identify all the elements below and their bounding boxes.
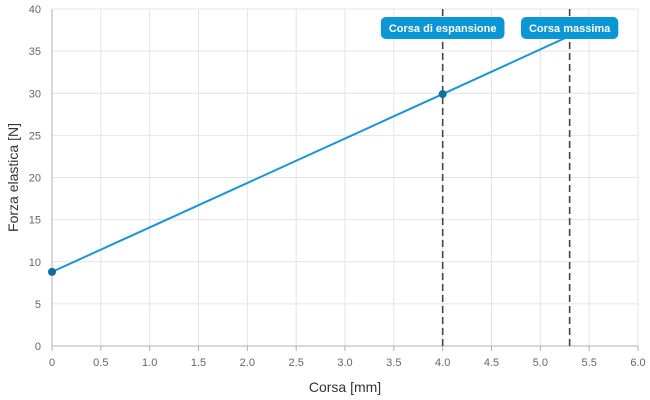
x-tick-label: 6.0 [630, 357, 645, 369]
axes [51, 9, 639, 351]
x-tick-label: 4.0 [435, 357, 450, 369]
x-tick-label: 5.0 [533, 357, 548, 369]
y-tick-label: 35 [29, 46, 41, 58]
y-axis-title: Forza elastica [N] [5, 123, 21, 232]
x-tick-label: 1.5 [191, 357, 206, 369]
y-tick-label: 30 [29, 88, 41, 100]
y-tick-labels: 0 5 10 15 20 25 30 35 40 [29, 4, 41, 353]
reference-label-text: Corsa di espansione [389, 23, 497, 35]
badge-background [380, 17, 505, 39]
data-point [438, 90, 447, 99]
x-tick-label: 0.5 [93, 357, 108, 369]
reference-label-text: Corsa massima [529, 23, 611, 35]
y-tick-label: 5 [35, 299, 41, 311]
reference-label-badge: Corsa di espansione [380, 17, 505, 39]
y-tick-label: 10 [29, 257, 41, 269]
badge-background [520, 17, 619, 39]
x-tick-label: 5.5 [582, 357, 597, 369]
y-tick-label: 25 [29, 130, 41, 142]
x-tick-label: 2.5 [289, 357, 304, 369]
reference-lines [441, 9, 571, 346]
x-tick-label: 1.0 [142, 357, 157, 369]
y-tick-label: 40 [29, 4, 41, 16]
reference-labels: Corsa di espansione Corsa massima [380, 17, 619, 39]
markers [48, 90, 447, 276]
y-tick-label: 20 [29, 173, 41, 185]
x-tick-label: 3.5 [386, 357, 401, 369]
y-tick-label: 0 [35, 341, 41, 353]
x-tick-label: 0 [49, 357, 55, 369]
grid [51, 8, 639, 347]
x-tick-label: 3.0 [337, 357, 352, 369]
reference-label-badge: Corsa massima [520, 17, 619, 39]
x-tick-labels: 0 0.5 1.0 1.5 2.0 2.5 3.0 3.5 4.0 4.5 5.0 5.5 6.0 [49, 357, 646, 369]
data-point [48, 267, 56, 276]
y-tick-label: 15 [29, 215, 41, 227]
x-tick-label: 4.5 [484, 357, 499, 369]
x-tick-label: 2.0 [240, 357, 255, 369]
x-axis-title: Corsa [mm] [309, 379, 381, 395]
